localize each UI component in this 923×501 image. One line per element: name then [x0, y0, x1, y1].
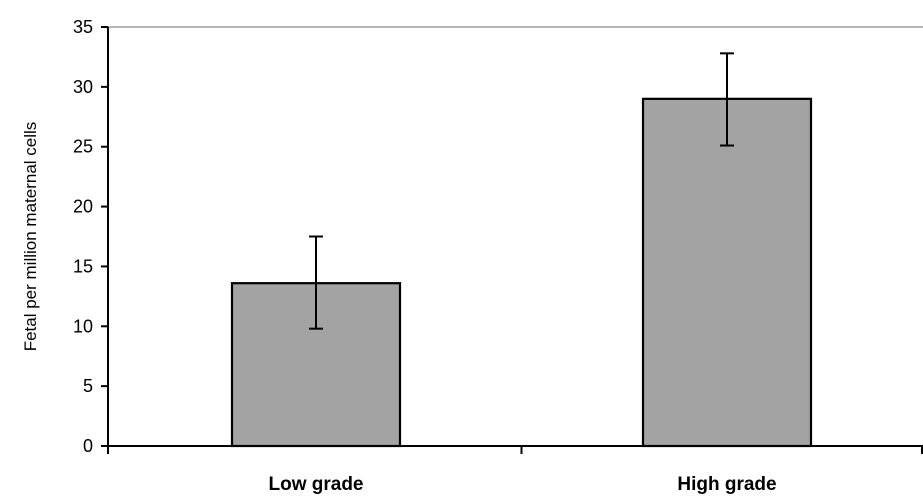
axes-layer	[101, 26, 923, 454]
error-bar-low-grade	[309, 235, 323, 330]
y-tick-label-25: 25	[73, 137, 93, 157]
x-tick-label-high-grade: High grade	[677, 474, 776, 495]
y-tick-label-20: 20	[73, 197, 93, 217]
y-tick-label-15: 15	[73, 256, 93, 276]
y-tick-label-5: 5	[83, 376, 93, 396]
x-tick-label-low-grade: Low grade	[268, 474, 363, 495]
labels-layer: 0 5 10 15 20 25 30 35 Low grade High grade Fetal p…	[21, 17, 777, 495]
y-tick-label-0: 0	[83, 436, 93, 456]
y-axis-title: Fetal per million maternal cells	[21, 122, 40, 352]
y-tick-label-30: 30	[73, 77, 93, 97]
y-tick-label-35: 35	[73, 17, 93, 37]
y-tick-label-10: 10	[73, 316, 93, 336]
error-bar-high-grade	[720, 52, 734, 147]
bar-high-grade	[641, 97, 813, 448]
bars-layer	[230, 97, 813, 448]
error-bars-layer	[309, 52, 734, 330]
